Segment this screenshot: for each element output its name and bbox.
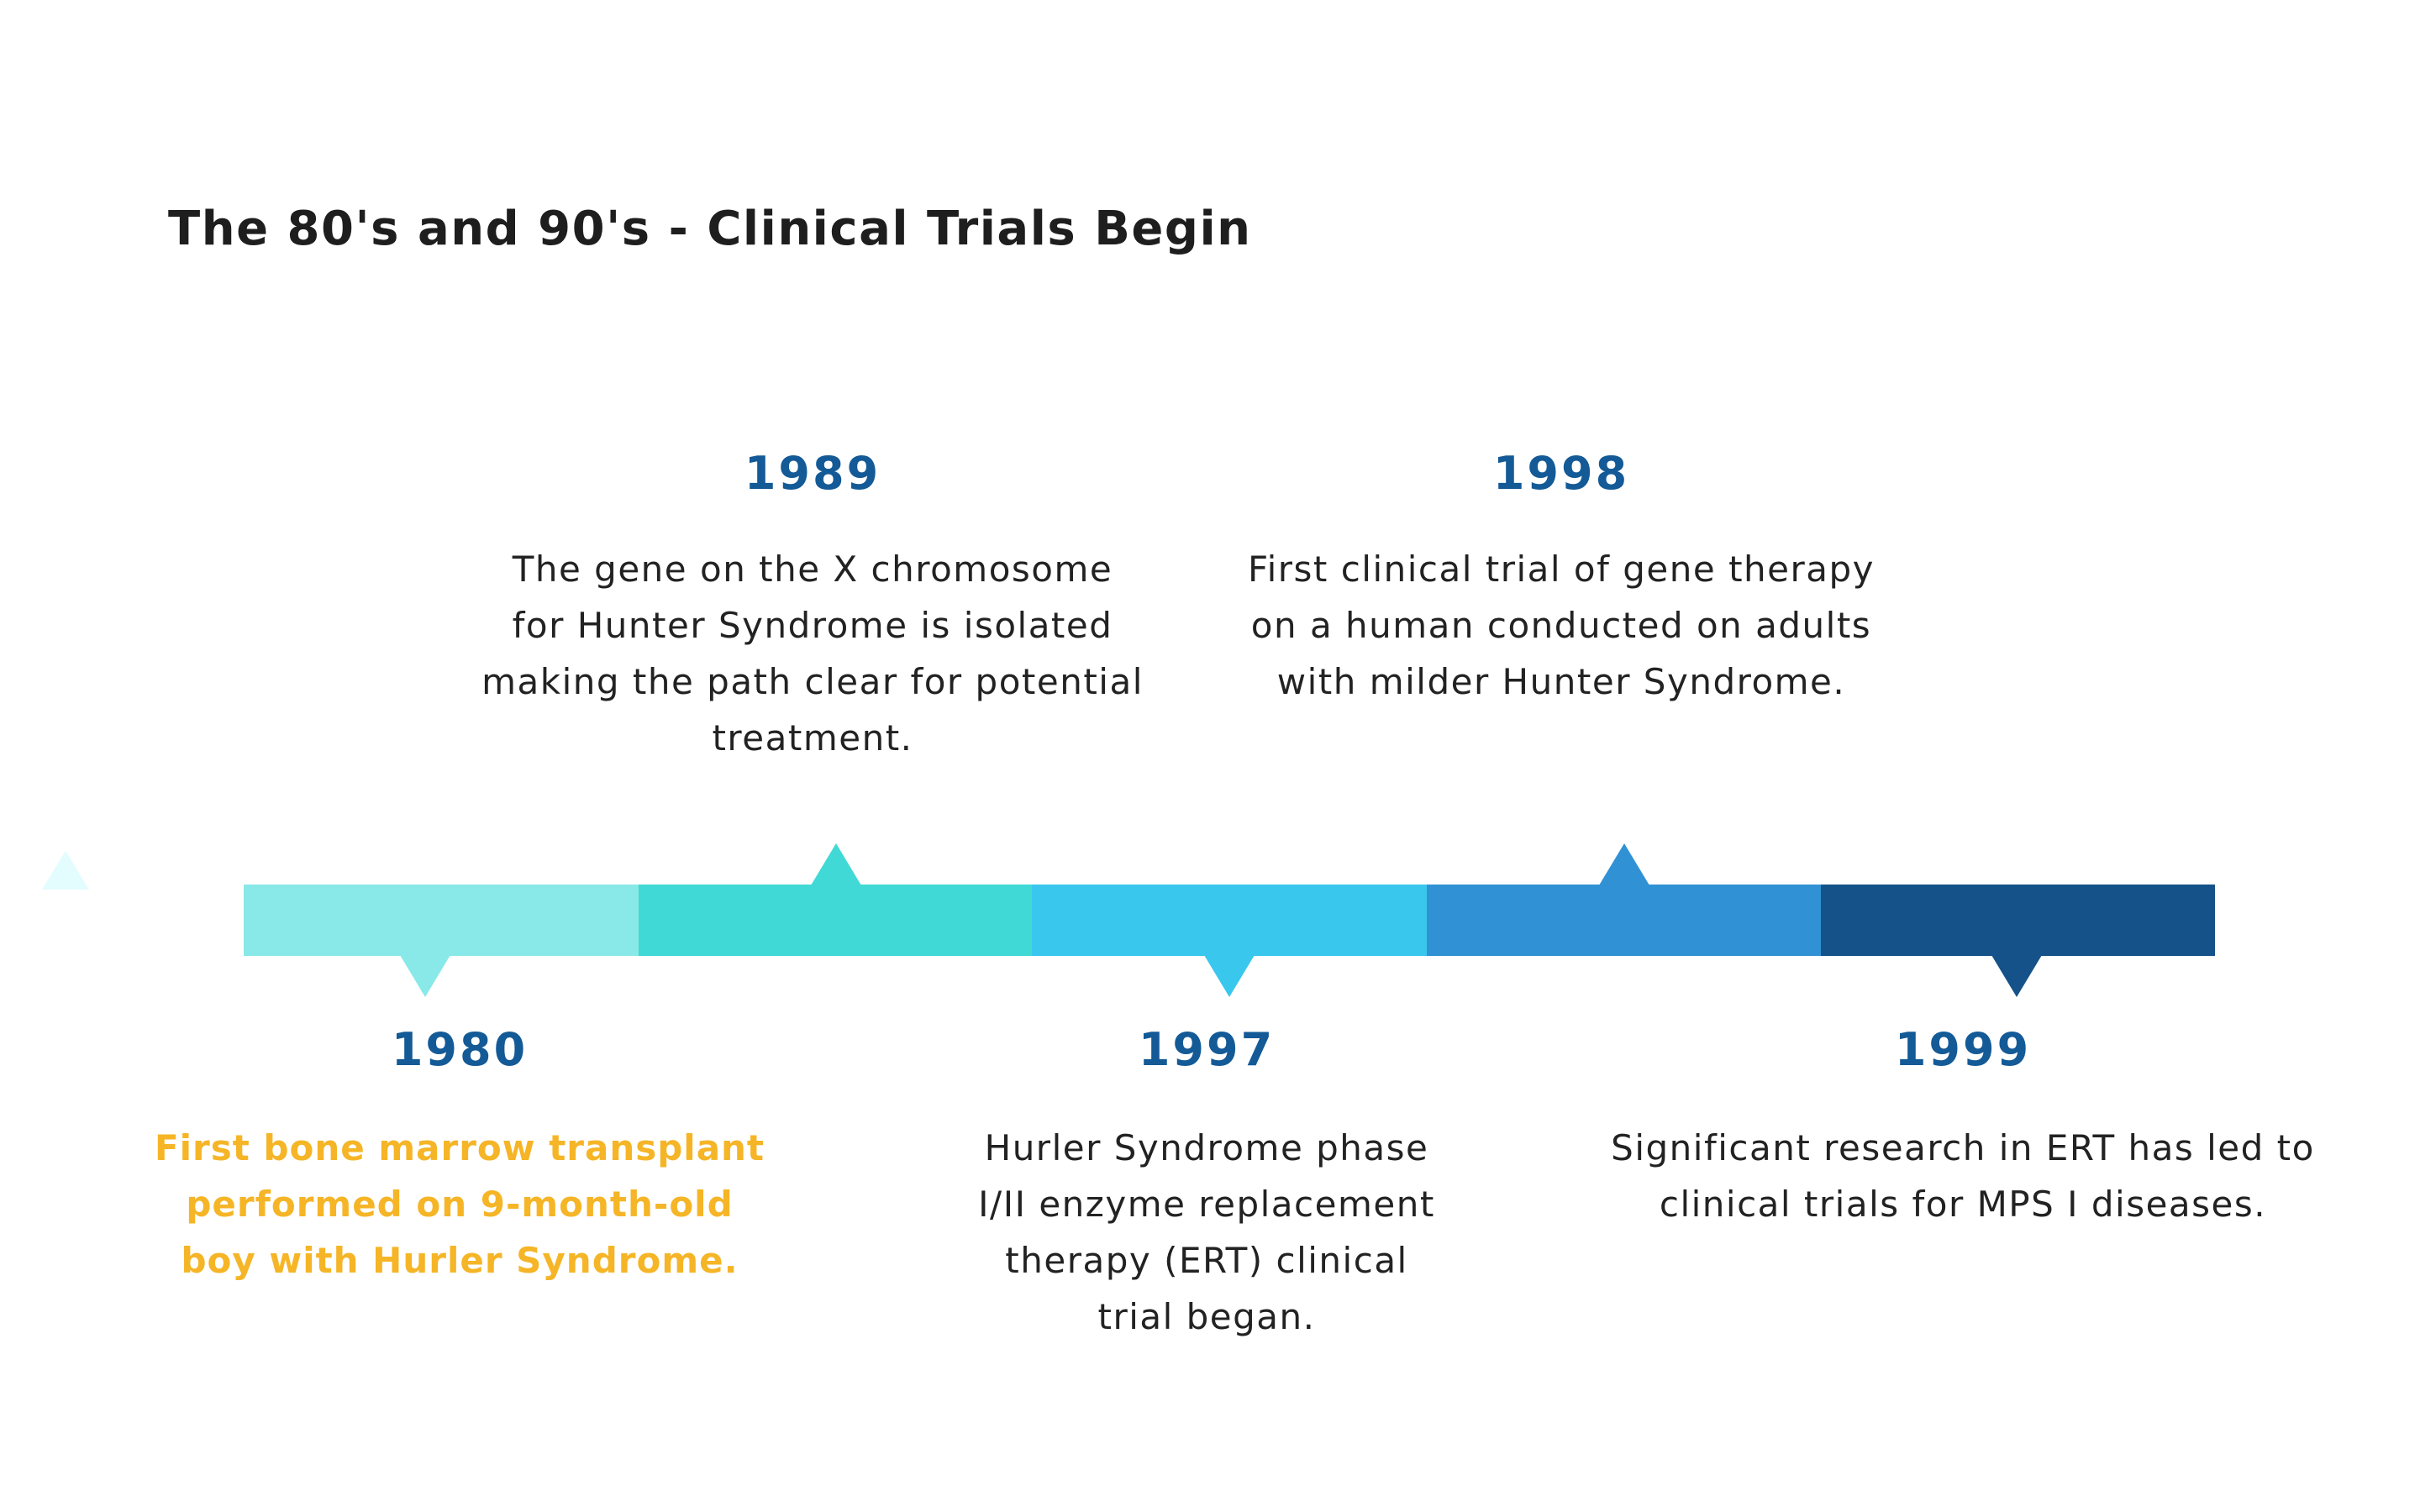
decor-triangle-icon [42, 851, 89, 890]
year-1980: 1980 [391, 1023, 529, 1076]
year-1999: 1999 [1894, 1023, 2032, 1076]
pointer-up-1989-icon [811, 843, 861, 885]
timeline-segment-1997 [1032, 885, 1427, 956]
pointer-down-1980-icon [400, 955, 450, 997]
pointer-up-1998-icon [1599, 843, 1649, 885]
pointer-down-1999-icon [1991, 955, 2042, 997]
year-1998: 1998 [1492, 447, 1630, 500]
year-1997: 1997 [1138, 1023, 1276, 1076]
timeline-segment-1999 [1821, 885, 2215, 956]
event-description-1989: The gene on the X chromosome for Hunter … [481, 549, 1144, 759]
event-description-1997: Hurler Syndrome phase I/II enzyme replac… [978, 1127, 1435, 1337]
event-description-1999: Significant research in ERT has led to c… [1611, 1127, 2315, 1225]
page-title: The 80's and 90's - Clinical Trials Begi… [168, 202, 1252, 256]
timeline-segment-1998 [1427, 885, 1821, 956]
pointer-down-1997-icon [1204, 955, 1255, 997]
timeline-segment-1989 [639, 885, 1032, 956]
event-description-1980: First bone marrow transplant performed o… [154, 1127, 765, 1281]
event-description-1998: First clinical trial of gene therapy on … [1247, 549, 1876, 702]
year-1989: 1989 [744, 447, 881, 500]
timeline-segment-1980 [244, 885, 639, 956]
